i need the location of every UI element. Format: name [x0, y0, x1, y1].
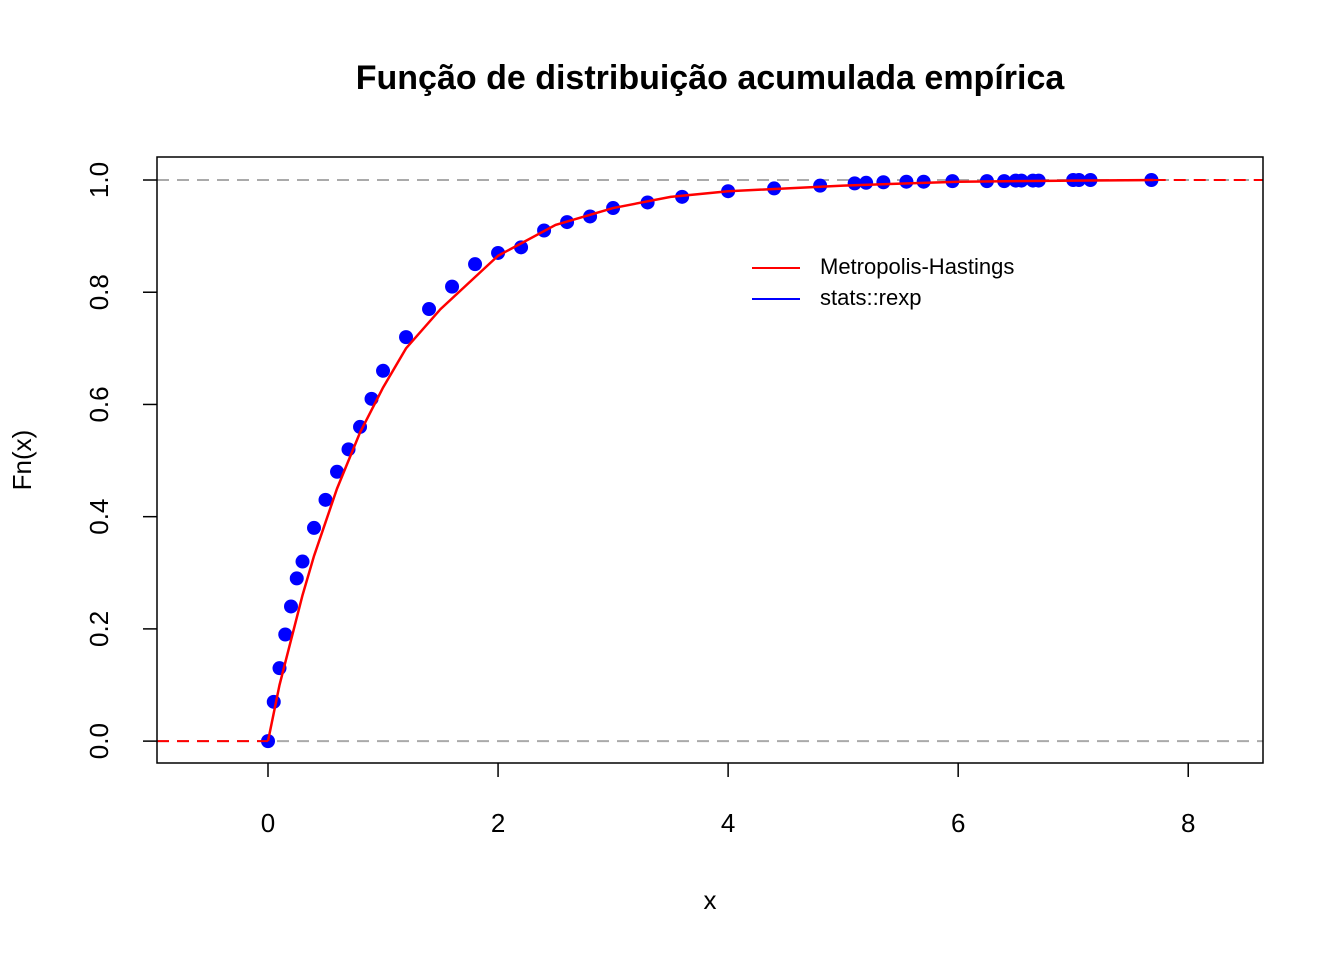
data-point	[399, 330, 414, 345]
chart-title: Função de distribuição acumulada empíric…	[356, 59, 1066, 97]
y-axis-label: Fn(x)	[7, 430, 37, 491]
data-point	[876, 175, 891, 190]
data-point	[330, 464, 345, 479]
series-line	[266, 178, 1154, 742]
x-tick-label: 0	[261, 808, 275, 838]
data-point	[278, 627, 293, 642]
data-point	[468, 257, 483, 272]
data-point	[289, 571, 304, 586]
data-point	[847, 176, 862, 191]
y-tick-label: 0.2	[84, 611, 114, 647]
data-point	[266, 694, 281, 709]
y-tick-label: 0.4	[84, 499, 114, 535]
x-tick-label: 8	[1181, 808, 1195, 838]
data-point	[376, 363, 391, 378]
x-tick-label: 6	[951, 808, 965, 838]
data-point	[899, 174, 914, 189]
y-tick-label: 0.8	[84, 274, 114, 310]
y-tick-label: 0.6	[84, 386, 114, 422]
x-tick-label: 4	[721, 808, 735, 838]
y-tick-label: 0.0	[84, 723, 114, 759]
data-point	[422, 302, 437, 317]
plot-frame	[156, 156, 1264, 764]
data-point	[491, 245, 506, 260]
data-point	[295, 554, 310, 569]
data-point	[445, 279, 460, 294]
data-point	[307, 520, 322, 535]
x-tick-label: 2	[491, 808, 505, 838]
data-point	[514, 240, 529, 255]
data-point	[284, 599, 299, 614]
legend-label: stats::rexp	[820, 285, 921, 310]
data-point	[859, 175, 874, 190]
y-tick-label: 1.0	[84, 162, 114, 198]
legend-label: Metropolis-Hastings	[820, 254, 1014, 279]
x-axis-label: x	[704, 885, 717, 915]
data-point	[318, 492, 333, 507]
